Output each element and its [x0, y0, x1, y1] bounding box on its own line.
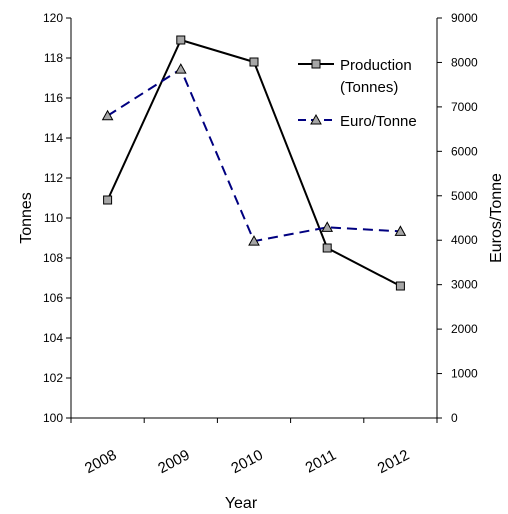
right-tick-label: 6000: [451, 144, 478, 158]
left-tick-label: 100: [43, 411, 63, 425]
legend-label: (Tonnes): [340, 79, 398, 96]
legend: Production (Tonnes) Euro/Tonne: [298, 57, 417, 130]
left-tick-label: 102: [43, 371, 63, 385]
right-tick-label: 0: [451, 411, 458, 425]
legend-label: Production: [340, 57, 412, 74]
euro-per-tonne-point: [248, 235, 260, 246]
left-tick-label: 106: [43, 291, 63, 305]
right-tick-label: 4000: [451, 233, 478, 247]
x-axis-ticks: 2008 2009 2010 2011 2012: [70, 418, 438, 478]
x-tick-label: 2009: [155, 447, 192, 478]
left-tick-label: 116: [44, 91, 63, 105]
right-tick-label: 1000: [451, 367, 478, 381]
production-point: [395, 281, 405, 291]
series-group: [101, 35, 407, 291]
euro-per-tonne-point: [394, 225, 407, 236]
right-axis-title: Euros/Tonne: [488, 173, 505, 263]
right-axis-ticks: 0 1000 2000 3000 4000 5000 6000 7000 8000 9000: [437, 11, 478, 425]
right-tick-label: 3000: [451, 278, 478, 292]
euro-per-tonne-point: [321, 221, 334, 232]
legend-label: Euro/Tonne: [340, 113, 417, 130]
production-point: [176, 35, 186, 45]
production-line: [106, 38, 401, 287]
legend-square-marker: [311, 59, 321, 69]
right-tick-label: 2000: [451, 322, 478, 336]
x-tick-label: 2011: [303, 447, 339, 477]
left-tick-label: 112: [44, 171, 63, 185]
left-axis-title: Tonnes: [18, 192, 35, 244]
left-tick-label: 108: [43, 251, 63, 265]
axes: [70, 18, 438, 419]
left-tick-label: 118: [44, 51, 63, 65]
left-tick-label: 120: [43, 11, 63, 25]
x-tick-label: 2008: [82, 447, 119, 478]
legend-triangle-marker: [310, 113, 322, 125]
right-tick-label: 9000: [451, 11, 478, 25]
euro-per-tonne-point: [174, 63, 187, 74]
production-point: [249, 57, 259, 67]
x-axis-title: Year: [225, 495, 258, 512]
x-tick-label: 2012: [375, 447, 412, 478]
left-tick-label: 104: [43, 331, 63, 345]
production-point: [103, 195, 113, 205]
right-tick-label: 5000: [451, 189, 478, 203]
left-tick-label: 110: [44, 211, 63, 225]
production-point: [322, 243, 332, 253]
left-axis-ticks: 100 102 104 106 108 110 112 114 116 118 120: [43, 11, 71, 425]
euro-per-tonne-point: [101, 109, 114, 121]
x-tick-label: 2010: [228, 447, 265, 478]
right-tick-label: 8000: [451, 55, 478, 69]
right-tick-label: 7000: [451, 100, 478, 114]
left-tick-label: 114: [44, 131, 63, 145]
